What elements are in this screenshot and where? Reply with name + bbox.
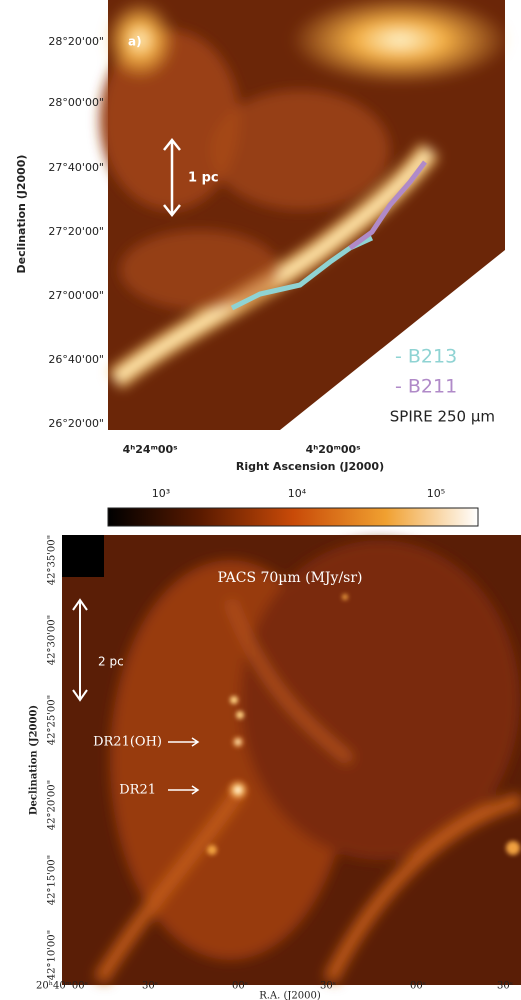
y-tick-label: 42°15'00"	[47, 855, 58, 906]
x-tick-label: 00ˢ	[232, 981, 248, 992]
annotation-dr21oh: DR21(OH)	[93, 735, 162, 750]
y-tick-label: 27°20'00"	[48, 225, 104, 238]
x-axis-label: Right Ascension (J2000)	[236, 460, 384, 473]
y-tick-label: 28°20'00"	[48, 35, 104, 48]
y-tick-label: 26°20'00"	[48, 417, 104, 430]
y-tick-label: 42°25'00"	[47, 695, 58, 746]
pacs-map	[62, 535, 521, 985]
panel-title: PACS 70µm (MJy/sr)	[217, 570, 362, 586]
colorbar-tick-label: 10³	[152, 487, 170, 500]
x-tick-label: 4ʰ24ᵐ00ˢ	[123, 443, 178, 456]
legend-b213: - B213	[395, 346, 457, 368]
y-tick-label: 42°30'00"	[47, 615, 58, 666]
x-tick-label: 4ʰ20ᵐ00ˢ	[306, 443, 361, 456]
scale-bar-label: 2 pc	[98, 655, 124, 669]
panel-label: a)	[128, 35, 142, 49]
x-tick-label: 00ˢ	[410, 981, 426, 992]
figure: a) 1 pc - B213 - B211 SPIRE 250 µm Decli…	[0, 0, 521, 1000]
colorbar	[108, 508, 478, 526]
y-tick-label: 42°10'00"	[47, 930, 58, 981]
legend-b211: - B211	[395, 376, 457, 398]
colorbar-tick-label: 10⁴	[288, 487, 307, 500]
y-tick-label: 28°00'00"	[48, 96, 104, 109]
x-tick-label: 20ʰ40ᵐ00ˢ	[36, 981, 88, 992]
y-tick-label: 27°40'00"	[48, 161, 104, 174]
x-axis-label: R.A. (J2000)	[259, 991, 321, 1000]
band-label: SPIRE 250 µm	[390, 408, 495, 426]
annotation-dr21: DR21	[119, 783, 156, 798]
y-axis-label: Declination (J2000)	[29, 705, 40, 815]
y-axis-label: Declination (J2000)	[15, 155, 28, 274]
colorbar-tick-label: 10⁵	[427, 487, 445, 500]
x-tick-label: 30ˢ	[497, 981, 513, 992]
x-tick-label: 30ˢ	[142, 981, 158, 992]
x-tick-label: 30ˢ	[320, 981, 336, 992]
y-tick-label: 42°20'00"	[47, 780, 58, 831]
scale-bar-label: 1 pc	[188, 171, 219, 186]
y-tick-label: 27°00'00"	[48, 289, 104, 302]
y-tick-label: 26°40'00"	[48, 353, 104, 366]
y-tick-label: 42°35'00"	[47, 535, 58, 586]
